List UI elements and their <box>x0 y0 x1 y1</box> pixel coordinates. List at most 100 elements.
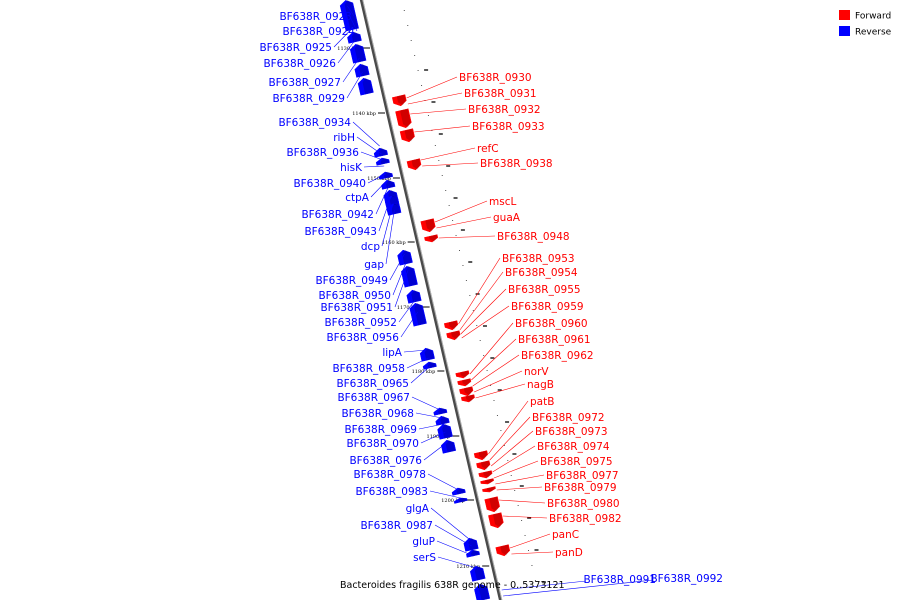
forward-gene-leader <box>407 92 463 105</box>
reverse-gene-leader <box>347 5 355 17</box>
reverse-gene-leader <box>352 121 380 147</box>
forward-gene-label: BF638R_0959 <box>511 301 584 313</box>
reverse-gene-block <box>435 415 450 426</box>
forward-gene-leader <box>493 460 539 479</box>
reverse-gene-leader <box>381 203 394 247</box>
forward-gene-label: nagB <box>527 379 554 391</box>
axis-dot <box>445 190 447 191</box>
reverse-gene-block-shape <box>347 31 362 44</box>
axis-dot <box>441 175 443 176</box>
reverse-gene-block-shade <box>380 157 389 165</box>
reverse-gene-block-shape <box>349 43 367 64</box>
forward-gene-leader <box>488 400 529 455</box>
forward-gene-label: BF638R_0982 <box>549 513 622 525</box>
reverse-gene-block <box>375 157 390 166</box>
forward-gene-block-shape <box>457 378 472 387</box>
legend-reverse-label: Reverse <box>855 28 892 38</box>
forward-gene-block-shade <box>400 108 411 128</box>
axis-dot <box>510 475 512 476</box>
reverse-gene-block-shade <box>438 407 447 415</box>
reverse-gene-leader <box>423 441 448 461</box>
forward-gene-block-shade <box>480 460 490 470</box>
forward-gene-label: BF638R_0933 <box>472 121 545 133</box>
forward-gene-leader <box>509 533 551 549</box>
forward-gene-leader <box>490 430 534 467</box>
reverse-gene-leader <box>427 473 459 491</box>
reverse-gene-leader <box>434 524 472 547</box>
axis-dot <box>459 250 460 251</box>
reverse-gene-leader <box>398 299 416 323</box>
reverse-gene-label: BF638R_0929 <box>272 93 345 105</box>
reverse-gene-label: BF638R_0950 <box>318 290 391 302</box>
reverse-gene-leader <box>429 490 461 499</box>
axis-dot <box>410 40 412 41</box>
forward-gene-label: BF638R_0954 <box>505 267 578 279</box>
axis-dot <box>452 220 454 221</box>
reverse-gene-leader <box>333 27 353 48</box>
forward-gene-leader <box>511 551 554 555</box>
axis-dot <box>434 145 436 146</box>
forward-gene-block <box>473 450 488 461</box>
axis-dot <box>455 235 457 236</box>
legend-forward-swatch <box>839 10 850 20</box>
reverse-gene-block-shade <box>402 249 412 265</box>
forward-gene-block-shape <box>395 108 412 129</box>
forward-gene-block <box>455 370 470 379</box>
forward-gene-block <box>478 470 493 479</box>
forward-gene-label: patB <box>530 396 554 408</box>
reverse-gene-leader <box>370 179 388 198</box>
forward-gene-block-shape <box>480 478 494 485</box>
forward-gene-label: BF638R_0975 <box>540 456 613 468</box>
legend-forward-label: Forward <box>855 12 891 22</box>
forward-gene-block-shape <box>399 128 415 143</box>
forward-gene-block-shape <box>473 450 488 461</box>
reverse-gene-block-shade <box>351 31 361 43</box>
axis-dot <box>469 295 471 296</box>
reverse-gene-label: BF638R_0943 <box>304 226 377 238</box>
reverse-gene-label: BF638R_0927 <box>268 77 341 89</box>
reverse-gene-block-shape <box>409 302 427 327</box>
forward-gene-label: BF638R_0979 <box>544 482 617 494</box>
reverse-gene-block-shape <box>470 565 486 582</box>
reverse-gene-block-shade <box>468 537 478 551</box>
axis-dot <box>528 550 529 551</box>
forward-gene-block <box>459 386 474 397</box>
forward-gene-block-shade <box>486 486 495 492</box>
reverse-gene-label: BF638R_0969 <box>344 424 417 436</box>
forward-gene-block-shade <box>404 128 414 142</box>
forward-gene-block-shape <box>476 460 491 471</box>
reverse-gene-block-shade <box>385 179 395 189</box>
forward-gene-block-shape <box>420 218 436 233</box>
forward-gene-block-shape <box>495 544 511 557</box>
forward-gene-block-shade <box>411 158 421 170</box>
reverse-gene-label: BF638R_0925 <box>259 42 332 54</box>
forward-gene-label: BF638R_0961 <box>518 334 591 346</box>
reverse-gene-leader <box>389 253 405 281</box>
reverse-gene-leader <box>394 269 409 308</box>
ruler-tick-label: 1130 kbp <box>337 46 361 52</box>
forward-gene-block <box>446 330 461 341</box>
reverse-gene-block-shape <box>375 157 390 166</box>
forward-gene-leader <box>502 515 548 519</box>
forward-gene-leader <box>461 305 510 339</box>
reverse-gene-block-shape <box>406 289 422 304</box>
reverse-gene-label: BF638R_0940 <box>293 178 366 190</box>
reverse-gene-label: BF638R_0949 <box>315 275 388 287</box>
reverse-gene-block-shade <box>456 487 465 495</box>
reverse-gene-label: BF638R_0968 <box>341 408 414 420</box>
reverse-gene-block <box>433 407 448 416</box>
reverse-gene-block-shape <box>435 415 450 426</box>
reverse-gene-leader <box>356 136 382 155</box>
axis-dot <box>507 460 509 461</box>
axis-dot <box>431 130 433 131</box>
axis-dot <box>465 280 467 281</box>
forward-gene-label: panC <box>552 529 579 541</box>
axis-dot <box>524 535 526 536</box>
reverse-gene-block-shape <box>453 497 468 504</box>
axis-dot <box>479 340 481 341</box>
reverse-gene-label: dcp <box>361 241 380 253</box>
reverse-gene-block-shape <box>419 347 435 362</box>
reverse-gene-block <box>441 439 457 454</box>
reverse-gene-block-shape <box>451 487 466 496</box>
forward-gene-block-shade <box>460 370 469 378</box>
